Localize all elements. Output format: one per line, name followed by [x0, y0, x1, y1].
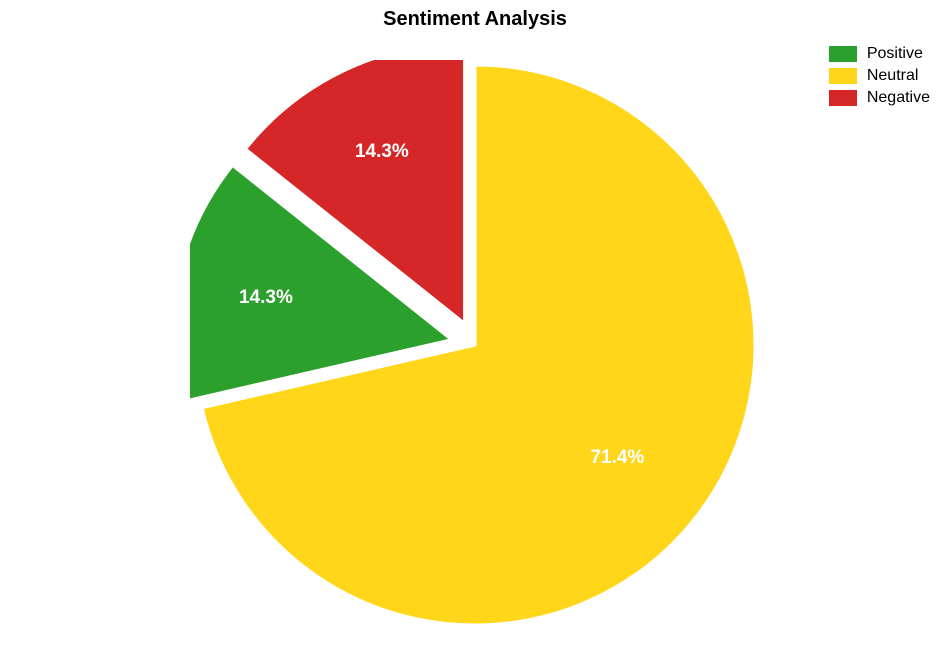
legend-label: Positive	[867, 45, 923, 63]
pie-chart: 71.4% 14.3% 14.3%	[190, 60, 760, 630]
legend-swatch	[829, 68, 857, 84]
legend-item-neutral: Neutral	[829, 67, 930, 85]
legend: Positive Neutral Negative	[829, 45, 930, 111]
legend-item-positive: Positive	[829, 45, 930, 63]
legend-swatch	[829, 46, 857, 62]
legend-swatch	[829, 90, 857, 106]
legend-label: Negative	[867, 89, 930, 107]
slice-label-positive: 14.3%	[239, 287, 293, 309]
legend-item-negative: Negative	[829, 89, 930, 107]
chart-title: Sentiment Analysis	[0, 8, 950, 31]
slice-label-neutral: 71.4%	[590, 447, 644, 469]
slice-label-negative: 14.3%	[355, 141, 409, 163]
legend-label: Neutral	[867, 67, 919, 85]
